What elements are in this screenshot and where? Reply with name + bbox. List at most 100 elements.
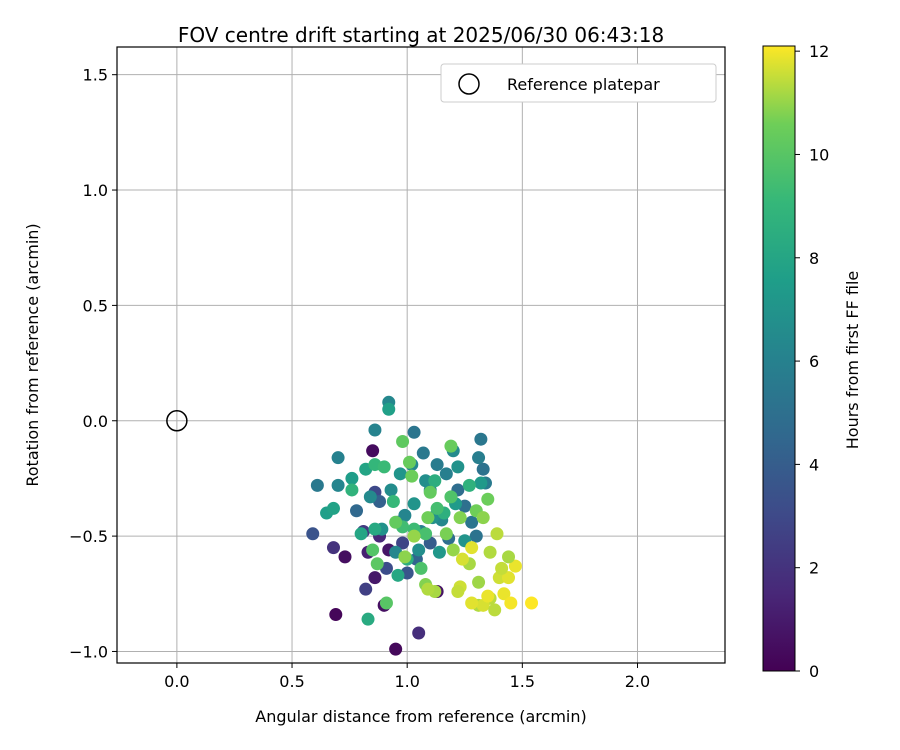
data-point (345, 483, 359, 497)
data-point (419, 527, 433, 541)
colorbar-label: Hours from first FF file (843, 271, 862, 450)
data-point (412, 543, 426, 557)
y-axis-label: Rotation from reference (arcmin) (23, 223, 42, 486)
data-point (329, 608, 343, 622)
colorbar: 0 2 4 6 8 10 12 Hours from first FF file (762, 42, 862, 681)
data-point (453, 511, 467, 525)
colorbar-tick-label: 10 (809, 145, 829, 164)
data-point (474, 476, 488, 490)
data-point (391, 568, 405, 582)
data-point (421, 511, 435, 525)
data-point (481, 589, 495, 603)
data-point (368, 423, 382, 437)
data-point (508, 559, 522, 573)
y-tick-label: 0.0 (83, 412, 108, 431)
data-point (497, 587, 511, 601)
data-point (407, 497, 421, 511)
data-point (402, 455, 416, 469)
data-point (444, 439, 458, 453)
data-point (412, 626, 426, 640)
data-point (384, 483, 398, 497)
data-point (455, 552, 469, 566)
colorbar-ticks: 0 2 4 6 8 10 12 (795, 42, 829, 681)
data-point (495, 561, 509, 575)
y-tick-label: 1.0 (83, 181, 108, 200)
data-point (393, 467, 407, 481)
data-point (359, 582, 373, 596)
data-point (398, 508, 412, 522)
colorbar-tick-label: 12 (809, 42, 829, 61)
data-point (488, 603, 502, 617)
reference-platepar-marker (166, 410, 188, 432)
data-point (428, 474, 442, 488)
data-point (354, 527, 368, 541)
data-point (405, 469, 419, 483)
data-point (430, 458, 444, 472)
data-point (432, 545, 446, 559)
x-tick-label: 1.0 (394, 672, 419, 691)
data-point (379, 596, 393, 610)
legend-label: Reference platepar (507, 75, 660, 94)
data-point (483, 545, 497, 559)
data-point (306, 527, 320, 541)
data-point (386, 495, 400, 509)
x-tick-label: 1.5 (510, 672, 535, 691)
x-axis-ticks: 0.0 0.5 1.0 1.5 2.0 (164, 663, 650, 691)
data-point (414, 561, 428, 575)
data-point (331, 451, 345, 465)
data-point (419, 474, 433, 488)
data-point (345, 471, 359, 485)
data-point (472, 575, 486, 589)
data-point (472, 451, 486, 465)
legend: Reference platepar (440, 63, 717, 103)
data-point (416, 446, 430, 460)
data-point (502, 550, 516, 564)
data-point (326, 541, 340, 555)
data-point (368, 571, 382, 585)
data-point (366, 444, 380, 458)
data-point (370, 557, 384, 571)
data-point (504, 596, 518, 610)
data-point (396, 435, 410, 449)
y-tick-label: −0.5 (69, 527, 108, 546)
data-point (469, 529, 483, 543)
data-point (310, 478, 324, 492)
data-point (476, 462, 490, 476)
data-point (490, 527, 504, 541)
data-point (481, 492, 495, 506)
x-tick-label: 0.0 (164, 672, 189, 691)
legend-reference-marker (458, 73, 480, 95)
data-point (363, 490, 377, 504)
data-point (474, 432, 488, 446)
data-point (389, 642, 403, 656)
colorbar-tick-label: 8 (809, 249, 819, 268)
data-point (421, 582, 435, 596)
plot-frame (116, 46, 726, 664)
data-point (407, 425, 421, 439)
data-point (439, 527, 453, 541)
y-tick-label: 0.5 (83, 296, 108, 315)
data-point (368, 522, 382, 536)
data-point (407, 529, 421, 543)
chart-title: FOV centre drift starting at 2025/06/30 … (178, 23, 664, 47)
y-tick-label: −1.0 (69, 642, 108, 661)
data-point (430, 501, 444, 515)
y-tick-label: 1.5 (83, 66, 108, 85)
data-point (465, 515, 479, 529)
colorbar-tick-label: 6 (809, 352, 819, 371)
data-point (465, 541, 479, 555)
data-point (439, 467, 453, 481)
data-point (361, 612, 375, 626)
colorbar-gradient (762, 45, 796, 672)
data-point (366, 543, 380, 557)
colorbar-tick-label: 4 (809, 455, 819, 474)
legend-box (440, 63, 717, 103)
data-point (446, 543, 460, 557)
data-point (377, 460, 391, 474)
x-axis-label: Angular distance from reference (arcmin) (255, 707, 586, 726)
data-point (350, 504, 364, 518)
data-point (398, 550, 412, 564)
data-point (396, 536, 410, 550)
data-point (331, 478, 345, 492)
